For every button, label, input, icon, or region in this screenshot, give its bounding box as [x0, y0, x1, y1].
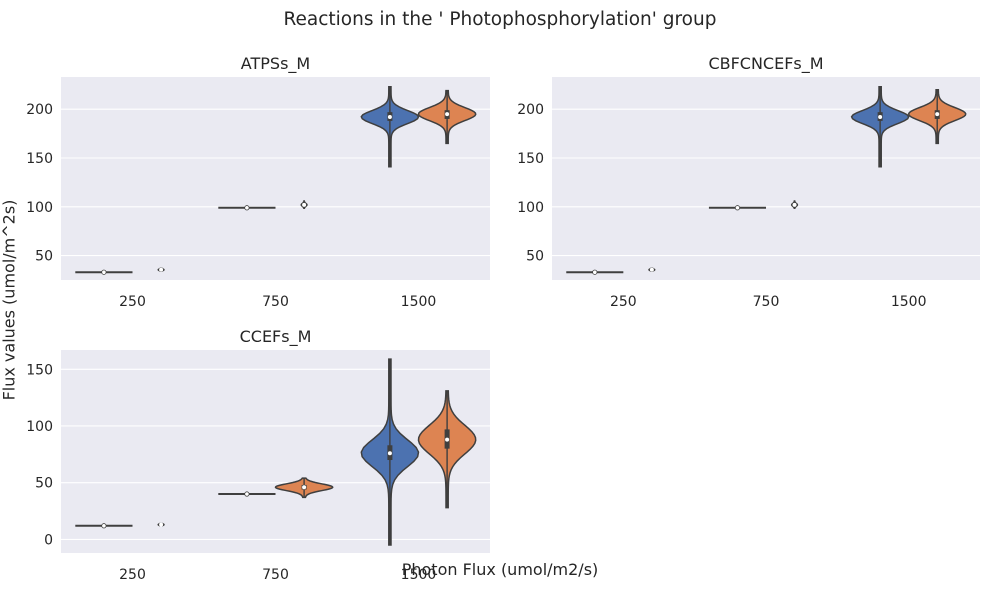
x-tick-label: 1500 [401, 567, 437, 583]
violin-2-250 [157, 522, 165, 527]
violin-2-1500 [907, 88, 967, 145]
y-tick-label: 50 [35, 249, 53, 265]
violin-1-250 [75, 269, 133, 275]
subplot-2: 50 100 150 200 250 750 1500 CBFCNCEFs_M [517, 54, 980, 310]
violin-1-1500 [360, 86, 420, 168]
median-marker [445, 112, 450, 117]
violin-1-750 [218, 205, 276, 211]
median-marker [302, 485, 307, 490]
violin-1-750 [708, 205, 766, 211]
y-tick-label: 100 [517, 200, 544, 216]
violin-1-1500 [850, 86, 910, 168]
median-marker [935, 112, 940, 117]
y-tick-label: 100 [26, 200, 53, 216]
x-tick-label: 750 [262, 567, 289, 583]
subplot-title: CBFCNCEFs_M [708, 54, 823, 74]
violin-1-750 [218, 491, 276, 497]
violin-2-1500 [417, 89, 477, 145]
median-marker [244, 205, 250, 211]
median-marker [302, 202, 307, 207]
median-marker [159, 522, 164, 527]
y-tick-label: 0 [44, 532, 53, 548]
figure-title: Reactions in the ' Photophosphorylation'… [283, 9, 717, 30]
median-marker [387, 115, 392, 120]
violin-2-750 [300, 200, 308, 210]
subplot-1: 50 100 150 200 250 750 1500 ATPSs_M [26, 54, 490, 310]
median-marker [387, 451, 392, 456]
median-marker [244, 491, 250, 497]
violin-2-750 [790, 200, 799, 210]
median-marker [159, 267, 164, 272]
plot-area [552, 77, 980, 280]
x-tick-label: 750 [753, 294, 780, 310]
y-tick-label: 150 [26, 151, 53, 167]
x-tick-label: 1500 [401, 294, 437, 310]
median-marker [592, 269, 598, 275]
y-tick-label: 150 [517, 151, 544, 167]
subplot-3: 0 50 100 150 250 750 1500 CCEFs_M [26, 327, 490, 583]
y-tick-label: 200 [26, 102, 53, 118]
y-tick-label: 100 [26, 419, 53, 435]
x-axis-label: Photon Flux (umol/m2/s) [401, 560, 599, 579]
plot-area [61, 77, 490, 280]
y-tick-label: 150 [26, 362, 53, 378]
y-tick-label: 50 [35, 476, 53, 492]
x-tick-label: 1500 [891, 294, 927, 310]
violin-2-750 [274, 477, 334, 499]
median-marker [734, 205, 741, 211]
x-tick-label: 250 [119, 294, 146, 310]
x-tick-label: 750 [262, 294, 289, 310]
violin-2-1500 [417, 390, 477, 509]
subplot-title: ATPSs_M [241, 54, 310, 74]
median-marker [792, 202, 797, 207]
median-marker [101, 523, 107, 529]
subplot-title: CCEFs_M [240, 327, 312, 347]
violin-1-1500 [360, 358, 420, 546]
median-marker [878, 115, 883, 120]
violin-2-250 [648, 267, 656, 272]
median-marker [649, 267, 654, 272]
y-tick-label: 200 [517, 102, 544, 118]
x-tick-label: 250 [119, 567, 146, 583]
median-marker [101, 269, 107, 275]
x-tick-label: 250 [610, 294, 637, 310]
median-marker [445, 437, 450, 442]
violin-1-250 [75, 523, 133, 529]
violin-1-250 [566, 269, 624, 275]
violin-2-250 [157, 267, 165, 272]
y-tick-label: 50 [526, 249, 544, 265]
